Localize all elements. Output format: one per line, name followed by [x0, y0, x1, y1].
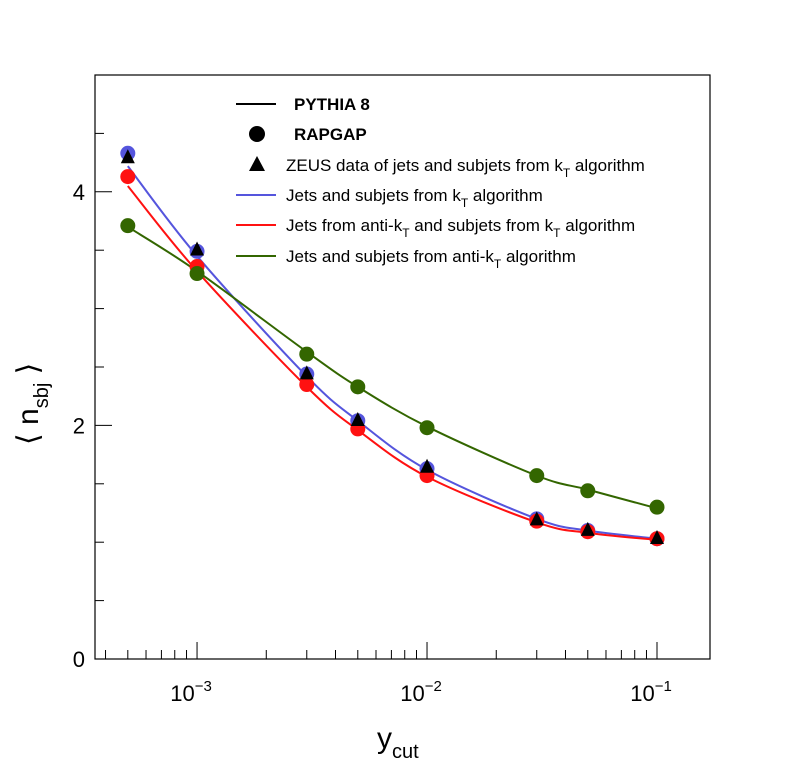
- rapgap-point: [350, 379, 366, 395]
- data-points: [120, 145, 665, 547]
- legend-label: RAPGAP: [294, 125, 367, 144]
- x-tick-label: 10−1: [630, 678, 672, 706]
- rapgap-point: [120, 218, 136, 234]
- rapgap-point: [649, 499, 665, 515]
- zeus-data-point: [650, 530, 665, 545]
- y-tick-label: 2: [73, 413, 85, 438]
- legend-label: PYTHIA 8: [294, 95, 370, 114]
- x-tick-label: 10−2: [400, 678, 442, 706]
- legend-label: Jets from anti-kT and subjets from kT al…: [286, 216, 635, 240]
- legend-label: Jets and subjets from anti-kT algorithm: [286, 247, 576, 271]
- y-tick-label: 0: [73, 647, 85, 672]
- zeus-data-point: [529, 511, 544, 526]
- legend-triangle-symbol: [249, 156, 265, 171]
- axis-ticks: [95, 132, 658, 660]
- legend-label: ZEUS data of jets and subjets from kT al…: [286, 156, 645, 180]
- rapgap-point: [580, 483, 596, 499]
- zeus-data-point: [190, 241, 205, 256]
- legend-circle-symbol: [249, 126, 265, 142]
- y-axis-title: ⟨ nsbj ⟩: [12, 363, 53, 445]
- zeus-data-point: [120, 149, 135, 164]
- zeus-data-point: [299, 365, 314, 380]
- y-tick-label: 4: [73, 180, 85, 205]
- zeus-data-point: [420, 458, 435, 473]
- rapgap-point: [419, 420, 435, 436]
- x-tick-label: 10−3: [170, 678, 212, 706]
- rapgap-point: [189, 266, 205, 282]
- rapgap-point: [299, 377, 315, 393]
- zeus-data-point: [350, 412, 365, 427]
- rapgap-point: [529, 468, 545, 484]
- x-axis-title: ycut: [377, 722, 419, 763]
- rapgap-point: [120, 169, 136, 185]
- legend-label: Jets and subjets from kT algorithm: [286, 186, 543, 210]
- rapgap-point: [299, 346, 315, 362]
- axis-labels: 0 2 4 10−3 10−2 10−1 ycut ⟨ nsbj ⟩: [12, 180, 672, 763]
- legend: PYTHIA 8 RAPGAP ZEUS data of jets and subj…: [236, 95, 645, 271]
- zeus-data-point: [580, 521, 595, 536]
